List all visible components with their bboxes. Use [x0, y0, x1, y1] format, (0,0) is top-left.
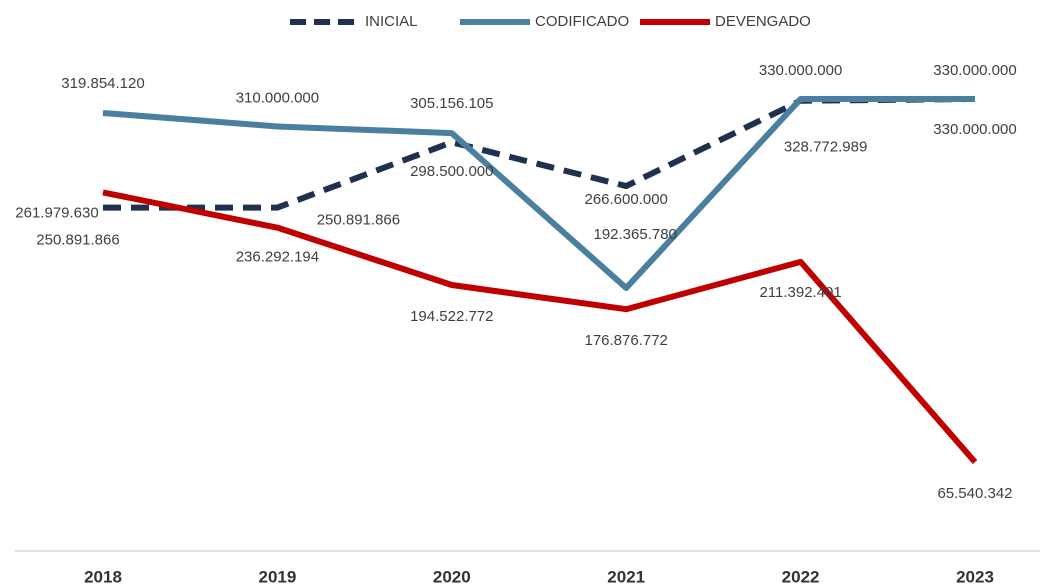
data-label: 330.000.000 — [759, 62, 842, 79]
data-label: 250.891.866 — [317, 212, 400, 229]
x-tick-label: 2019 — [258, 567, 296, 586]
data-label: 236.292.194 — [236, 249, 319, 266]
x-tick-label: 2020 — [433, 567, 471, 586]
data-label: 194.522.772 — [410, 308, 493, 325]
legend: INICIAL CODIFICADO DEVENGADO — [290, 13, 811, 30]
data-label: 250.891.866 — [36, 232, 119, 249]
data-label: 328.772.989 — [784, 139, 867, 156]
data-label: 310.000.000 — [236, 89, 319, 106]
legend-label: CODIFICADO — [535, 13, 629, 30]
legend-label: DEVENGADO — [715, 13, 811, 30]
x-tick-label: 2021 — [607, 567, 645, 586]
data-label: 211.392.401 — [759, 284, 841, 301]
data-label: 319.854.120 — [61, 75, 144, 92]
legend-label: INICIAL — [365, 13, 418, 30]
data-label: 298.500.000 — [410, 163, 493, 180]
data-label: 176.876.772 — [584, 332, 667, 349]
data-label: 266.600.000 — [584, 191, 667, 208]
data-label: 261.979.630 — [15, 204, 98, 221]
data-label: 305.156.105 — [410, 95, 493, 112]
data-label: 65.540.342 — [937, 485, 1012, 502]
x-tick-label: 2022 — [782, 567, 820, 586]
series-line — [102, 96, 975, 291]
x-tick-label: 2023 — [956, 567, 994, 586]
data-label: 192.365.780 — [593, 226, 676, 243]
data-label: 330.000.000 — [933, 121, 1016, 138]
series-line — [102, 189, 978, 465]
data-label: 330.000.000 — [933, 62, 1016, 79]
x-tick-label: 2018 — [84, 567, 122, 586]
